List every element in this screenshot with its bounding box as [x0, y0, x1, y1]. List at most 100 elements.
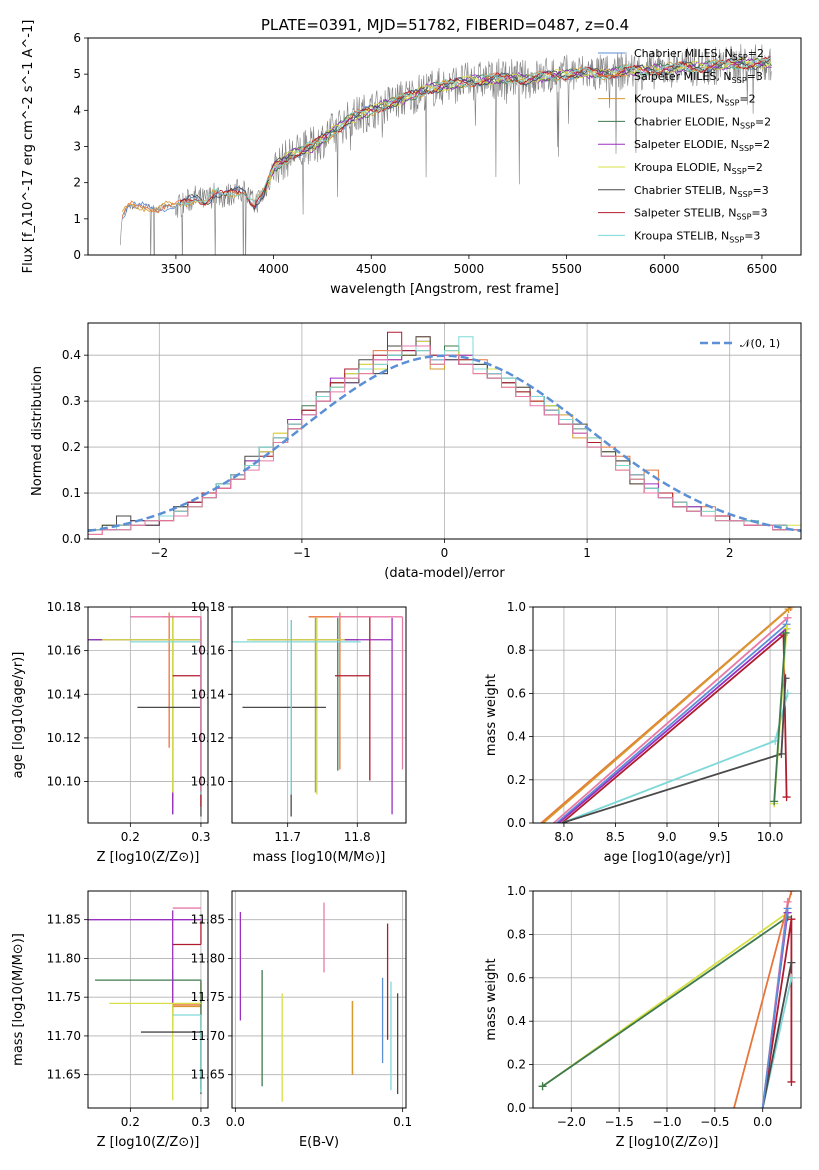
- legend-label: 𝒩(0, 1): [740, 337, 780, 350]
- mass-weight-line-9: [773, 632, 787, 802]
- plot-frame: [87, 322, 802, 540]
- y-tick-label: 11.85: [191, 913, 225, 927]
- mass-weight-line-8: [761, 908, 789, 1108]
- y-tick-label: 11.65: [47, 1068, 81, 1082]
- y-axis-label: mass weight: [484, 674, 499, 756]
- y-axis-label: Flux [f_λ10^-17 erg cm^-2 s^-1 A^-1]: [21, 20, 36, 274]
- model-line-8: [179, 57, 771, 206]
- y-tick-label: 11.75: [191, 990, 225, 1004]
- x-tick-label: −1.0: [652, 1115, 681, 1129]
- marker-plus: [781, 628, 790, 637]
- y-tick-label: 11.70: [47, 1029, 81, 1043]
- y-tick-label: 10.12: [47, 731, 81, 745]
- x-tick-label: 9.0: [657, 830, 676, 844]
- y-tick-label: 10.14: [191, 687, 225, 701]
- x-tick-label: 6500: [747, 262, 778, 276]
- age-vs-mass-axes: 11.7 11.8 10.10 10.12 10.14 10.16 10.18 mass [l…: [191, 600, 407, 865]
- mass-weight-line-3: [556, 623, 788, 823]
- marker-plus: [787, 1077, 796, 1086]
- legend-label: Salpeter STELIB, NSSP=3: [634, 207, 768, 222]
- y-tick-label: 1.0: [507, 600, 526, 614]
- mass-vs-EBV-axes: 0.0 0.1 11.65 11.70 11.75 11.80 11.85 E(B-V): [191, 890, 412, 1150]
- legend-sub: SSP: [732, 76, 747, 85]
- legend-nssp: =2: [739, 93, 755, 106]
- model-line-3: [263, 57, 773, 194]
- x-tick-label: 10.0: [757, 830, 784, 844]
- mass-vs-EBV-marks: [239, 902, 399, 1102]
- legend-sub: SSP: [736, 213, 751, 222]
- y-tick-label: 0.4: [507, 1014, 526, 1028]
- marker-plus: [782, 624, 791, 633]
- legend-nssp: =2: [747, 161, 763, 174]
- legend-label: Salpeter MILES, NSSP=3: [634, 70, 763, 85]
- residuals-marks: [88, 331, 801, 535]
- y-tick-label: 2: [73, 176, 81, 190]
- x-tick-label: 0.3: [191, 1115, 210, 1129]
- spectrum-axes: 3500 4000 4500 5000 5500 6000 6500 0 1 2 3 4 5 6 wavel…: [21, 20, 802, 297]
- y-tick-label: 10.18: [191, 600, 225, 614]
- mass-weight-line-2: [553, 617, 789, 823]
- legend-label: Salpeter ELODIE, NSSP=2: [634, 138, 770, 153]
- x-axis-label: E(B-V): [299, 1135, 339, 1150]
- x-tick-label: 6000: [649, 262, 680, 276]
- residuals-axes: −2 −1 0 1 2 0.0 0.1 0.2 0.3 0.4 (data-model)/error…: [30, 322, 802, 581]
- x-tick-label: 4500: [356, 262, 387, 276]
- y-tick-label: 11.75: [47, 990, 81, 1004]
- mass-weight-vs-age-axes: 8.0 8.5 9.0 9.5 10.0 0.0 0.2 0.4 0.6 0.8 1.0 age [l…: [484, 600, 802, 865]
- x-tick-label: 0.0: [753, 1115, 772, 1129]
- y-tick-label: 0.2: [507, 1058, 526, 1072]
- x-axis-label: (data-model)/error: [384, 566, 505, 581]
- legend-label: Chabrier STELIB, NSSP=3: [634, 184, 769, 199]
- y-tick-label: 5: [73, 67, 81, 81]
- y-tick-label: 11.65: [191, 1068, 225, 1082]
- spectrum-marks: [119, 44, 773, 255]
- y-tick-label: 0: [73, 248, 81, 262]
- y-tick-label: 10.10: [47, 775, 81, 789]
- y-tick-label: 11.85: [47, 913, 81, 927]
- legend-nssp: =3: [751, 207, 767, 220]
- y-tick-label: 10.16: [47, 644, 81, 658]
- x-axis-label: mass [log10(M/M⊙)]: [253, 850, 386, 865]
- mass-weight-line-4: [558, 627, 788, 823]
- plot-frame: [87, 37, 802, 256]
- y-tick-label: 1.0: [507, 884, 526, 898]
- x-tick-label: 1: [583, 546, 591, 560]
- x-tick-label: 11.8: [344, 830, 371, 844]
- y-tick-label: 0.8: [507, 643, 526, 657]
- legend-sub: SSP: [739, 144, 754, 153]
- y-tick-label: 11.70: [191, 1029, 225, 1043]
- mass-weight-line-2: [733, 891, 793, 1108]
- x-tick-label: −2: [150, 546, 168, 560]
- y-axis-label: mass weight: [484, 958, 499, 1040]
- x-tick-label: 0: [441, 546, 449, 560]
- x-tick-label: 5500: [551, 262, 582, 276]
- x-tick-label: 0.2: [121, 830, 140, 844]
- y-tick-label: 10.14: [47, 687, 81, 701]
- plot-layer: 3500 4000 4500 5000 5500 6000 6500 0 1 2 3 4 5 6 wavel…: [11, 20, 802, 1150]
- y-tick-label: 0.4: [507, 730, 526, 744]
- x-axis-label: Z [log10(Z/Z⊙)]: [97, 850, 200, 865]
- marker-plus: [782, 793, 791, 802]
- y-tick-label: 0.1: [62, 486, 81, 500]
- legend-label: Kroupa STELIB, NSSP=3: [634, 229, 760, 244]
- plot-frame: [87, 606, 209, 824]
- legend-label: Chabrier ELODIE, NSSP=2: [634, 115, 771, 130]
- mass-weight-vs-Z-marks: [538, 891, 796, 1108]
- y-axis-label: age [log10(age/yr)]: [11, 652, 26, 779]
- y-tick-label: 0.2: [62, 440, 81, 454]
- plot-frame: [532, 606, 802, 824]
- x-tick-label: −1: [293, 546, 311, 560]
- y-tick-label: 3: [73, 140, 81, 154]
- y-tick-label: 11.80: [191, 951, 225, 965]
- legend-label: Kroupa ELODIE, NSSP=2: [634, 161, 763, 176]
- mass-weight-line-6: [561, 693, 789, 823]
- plot-frame: [231, 606, 407, 824]
- model-line-5: [263, 57, 772, 197]
- legend-label: Kroupa MILES, NSSP=2: [634, 93, 756, 108]
- x-tick-label: 4000: [258, 262, 289, 276]
- model-line-7: [179, 55, 771, 209]
- mass-vs-Z-axes: 0.2 0.3 11.65 11.70 11.75 11.80 11.85 Z [log10(…: [11, 890, 210, 1150]
- x-tick-label: 8.5: [606, 830, 625, 844]
- legend-sub: SSP: [733, 53, 748, 62]
- mass-weight-line-7: [761, 962, 793, 1108]
